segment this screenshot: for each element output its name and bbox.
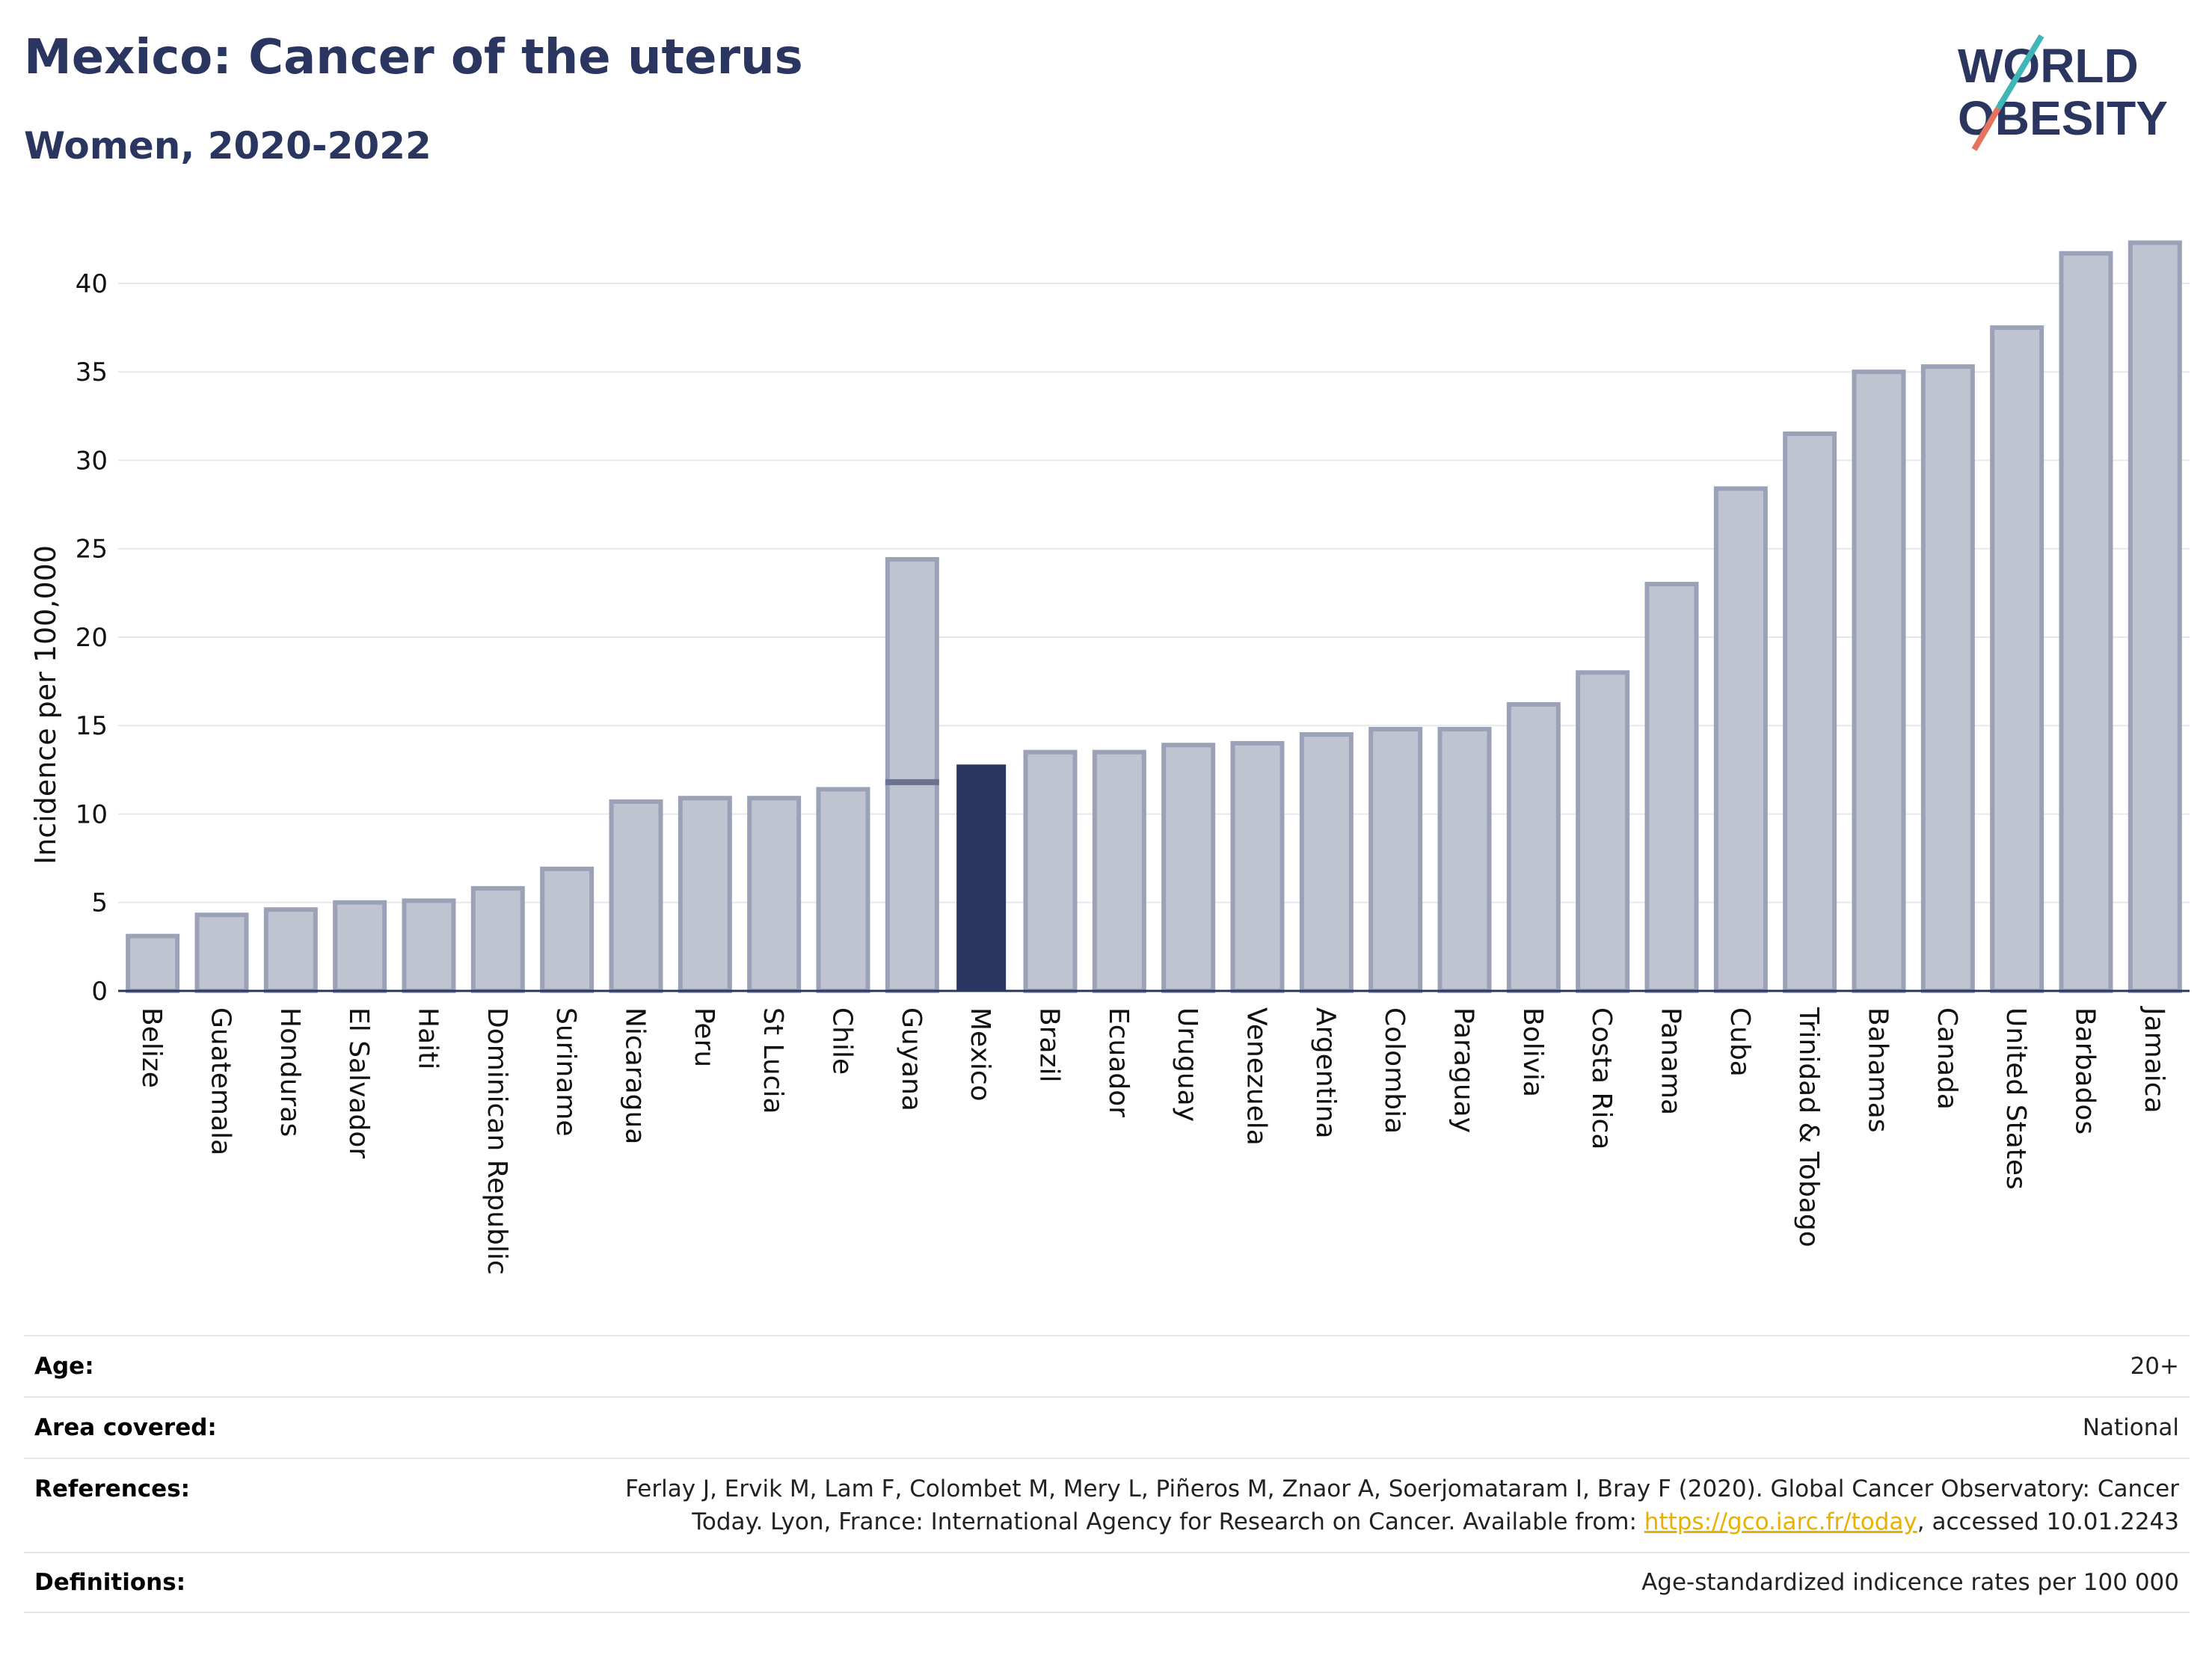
x-tick-label: Peru (689, 1007, 719, 1067)
y-tick-label: 40 (76, 269, 108, 299)
bar-brazil (1023, 749, 1078, 993)
y-tick-label: 10 (76, 799, 108, 829)
world-obesity-logo: WORLD OBESITY (1958, 34, 2168, 152)
y-tick-label: 30 (76, 446, 108, 476)
bar-chart: 0 5 10 15 20 25 30 35 40 Incidence per 100,000 Bel… (29, 240, 2190, 1275)
x-tick-label: Bolivia (1517, 1007, 1548, 1097)
x-tick-label: Mexico (965, 1007, 995, 1102)
meta-row-definitions: Definitions: Age-standardized indicence … (24, 1552, 2190, 1613)
x-tick-label: United States (2000, 1007, 2031, 1190)
x-tick-label: Bahamas (1863, 1007, 1893, 1133)
x-tick-label: El Salvador (343, 1007, 374, 1158)
bar-haiti (402, 898, 456, 993)
x-tick-label: Suriname (550, 1007, 581, 1137)
definitions-value: Age-standardized indicence rates per 100… (1641, 1569, 2179, 1596)
area-value: National (2082, 1414, 2179, 1441)
bar-el-salvador (333, 900, 387, 993)
bar-barbados (2059, 251, 2113, 993)
x-tick-label: Chile (827, 1007, 858, 1075)
x-tick-label: Nicaragua (620, 1007, 651, 1144)
bar-colombia (1368, 726, 1423, 993)
bar-mexico (956, 764, 1007, 991)
x-tick-label: Cuba (1724, 1007, 1755, 1077)
y-tick-label: 35 (76, 357, 108, 387)
bar-trinidad-tobago (1783, 431, 1837, 993)
x-tick-label: Argentina (1310, 1007, 1341, 1139)
age-value: 20+ (2130, 1353, 2179, 1380)
x-tick-label: Uruguay (1172, 1007, 1202, 1122)
y-tick-label: 20 (76, 623, 108, 653)
x-tick-label: Belize (136, 1007, 167, 1088)
bar-united-states (1990, 325, 2044, 993)
references-text-accessed: , accessed 10.01.2243 (1917, 1508, 2179, 1535)
logo-slash-coral (1971, 106, 2001, 152)
meta-row-references: References: Ferlay J, Ervik M, Lam F, Co… (24, 1458, 2190, 1552)
x-tick-label: Ecuador (1103, 1007, 1134, 1117)
logo-slash-teal (1995, 34, 2044, 111)
bar-venezuela (1230, 740, 1285, 993)
x-tick-label: Dominican Republic (482, 1007, 512, 1275)
x-tick-label: Venezuela (1241, 1007, 1272, 1146)
references-text-line2: Today. Lyon, France: International Agenc… (692, 1508, 1644, 1535)
bar-argentina (1299, 732, 1354, 994)
x-tick-label: Jamaica (2139, 1006, 2169, 1114)
definitions-label: Definitions: (34, 1569, 186, 1596)
y-tick-label: 25 (76, 535, 108, 565)
x-tick-label: Honduras (274, 1007, 305, 1137)
x-tick-label: Canada (1932, 1007, 1962, 1110)
x-tick-label: Haiti (413, 1007, 443, 1069)
references-text-line1: Ferlay J, Ervik M, Lam F, Colombet M, Me… (625, 1476, 2179, 1502)
bar-honduras (263, 907, 318, 994)
bar-costa-rica (1576, 670, 1630, 993)
y-axis-label: Incidence per 100,000 (29, 545, 62, 865)
chart-title: Mexico: Cancer of the uterus (24, 30, 803, 85)
references-link[interactable]: https://gco.iarc.fr/today (1644, 1508, 1917, 1535)
bar-guyana (885, 556, 939, 993)
bar-peru (678, 796, 732, 993)
logo-line1: WORLD (1958, 39, 2139, 93)
x-tick-label: Barbados (2070, 1007, 2101, 1134)
bar-st-lucia (747, 796, 802, 993)
y-tick-label: 5 (91, 888, 108, 918)
area-label: Area covered: (34, 1414, 217, 1441)
bar-canada (1920, 364, 1975, 993)
bar-nicaragua (609, 799, 663, 994)
bar-cuba (1713, 486, 1768, 993)
references-value: Ferlay J, Ervik M, Lam F, Colombet M, Me… (625, 1473, 2179, 1538)
metadata-table: Age: 20+ Area covered: National Referenc… (24, 1335, 2190, 1613)
age-label: Age: (34, 1353, 94, 1380)
x-tick-label: Brazil (1034, 1007, 1065, 1082)
bar-bolivia (1506, 701, 1561, 993)
x-tick-label: Colombia (1379, 1007, 1410, 1134)
bar-jamaica (2127, 240, 2182, 994)
x-tick-label: Panama (1656, 1007, 1686, 1115)
meta-row-area: Area covered: National (24, 1396, 2190, 1458)
bar-suriname (540, 866, 595, 994)
bar-ecuador (1092, 749, 1146, 993)
chart-subtitle: Women, 2020-2022 (24, 124, 431, 168)
x-tick-label: St Lucia (758, 1007, 788, 1114)
x-tick-label: Costa Rica (1586, 1007, 1617, 1149)
bar-panama (1644, 582, 1699, 993)
bar-bahamas (1852, 369, 1906, 993)
y-tick-label: 15 (76, 711, 108, 741)
bar-chile (816, 787, 870, 993)
references-label: References: (34, 1476, 191, 1502)
x-tick-label: Trinidad & Tobago (1793, 1007, 1824, 1247)
bar-uruguay (1161, 743, 1216, 993)
x-tick-label: Guyana (896, 1007, 927, 1111)
bar-belize (126, 933, 180, 993)
bar-guatemala (194, 912, 249, 994)
bar-dominican-republic (470, 885, 525, 993)
x-tick-label: Paraguay (1448, 1007, 1479, 1133)
bar-paraguay (1437, 726, 1492, 993)
y-tick-label: 0 (91, 977, 108, 1007)
x-tick-label: Guatemala (206, 1007, 236, 1155)
meta-row-age: Age: 20+ (24, 1335, 2190, 1396)
